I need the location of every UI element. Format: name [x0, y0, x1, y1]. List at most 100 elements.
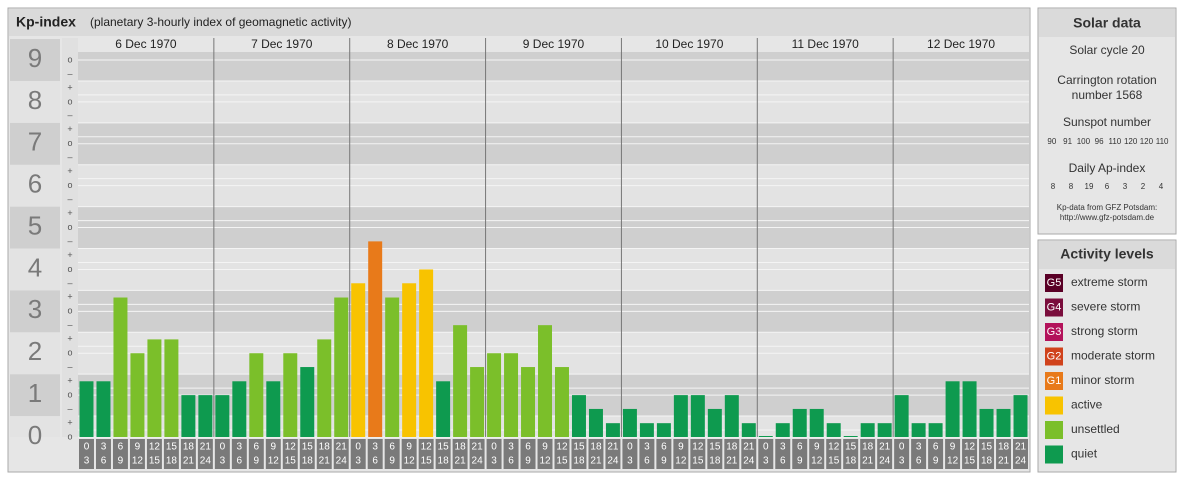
bar: [588, 408, 603, 437]
y-subtick-label: o: [67, 54, 72, 64]
hour-start: 3: [372, 442, 378, 453]
hour-start: 6: [797, 442, 803, 453]
bar: [555, 367, 569, 437]
hour-box: [214, 439, 230, 469]
sunspot-number: 91: [1063, 137, 1072, 146]
bar: [130, 353, 145, 437]
hour-box: [588, 439, 604, 469]
legend-swatch: [1045, 396, 1063, 415]
hour-start: 0: [627, 442, 633, 453]
y-subtick-label: +: [67, 166, 72, 176]
hour-start: 6: [254, 442, 260, 453]
legend-swatch: [1045, 421, 1063, 439]
bar: [487, 353, 502, 437]
hour-box: [401, 439, 417, 469]
hour-end: 12: [811, 456, 823, 467]
bar: [215, 395, 230, 437]
bar: [979, 408, 994, 437]
hour-start: 18: [862, 442, 874, 453]
hour-start: 3: [237, 442, 243, 453]
hour-start: 21: [743, 442, 755, 453]
hour-box: [129, 439, 145, 469]
hour-end: 15: [421, 456, 433, 467]
hour-end: 9: [797, 456, 803, 467]
bar: [792, 408, 807, 437]
hour-box: [673, 439, 689, 469]
y-subtick-label: o: [67, 96, 72, 106]
legend-label: strong storm: [1071, 324, 1138, 338]
hour-end: 3: [220, 456, 226, 467]
legend-title-bar: [1039, 241, 1175, 269]
hour-start: 15: [573, 442, 585, 453]
hour-box: [112, 439, 128, 469]
y-subtick-label: –: [67, 68, 72, 78]
hour-box: [962, 439, 978, 469]
y-subtick-label: +: [67, 376, 72, 386]
hour-start: 12: [828, 442, 840, 453]
hour-box: [605, 439, 621, 469]
hour-start: 12: [692, 442, 704, 453]
bar: [368, 241, 383, 437]
hour-box: [707, 439, 723, 469]
y-tick-label: 3: [28, 294, 42, 324]
hour-end: 12: [539, 456, 551, 467]
bar: [724, 395, 739, 437]
hour-end: 18: [981, 456, 993, 467]
hour-box: [690, 439, 706, 469]
sunspot-number: 90: [1047, 137, 1056, 146]
hour-end: 6: [916, 456, 922, 467]
bar: [470, 367, 485, 437]
band: [78, 416, 1029, 437]
hour-start: 3: [101, 442, 107, 453]
hour-start: 15: [438, 442, 450, 453]
y-subtick-label: +: [67, 334, 72, 344]
legend-swatch: [1045, 298, 1063, 317]
hour-box: [265, 439, 281, 469]
hour-start: 6: [525, 442, 531, 453]
hour-box: [741, 439, 757, 469]
band: [10, 248, 60, 291]
bar: [911, 423, 926, 437]
hour-start: 9: [678, 442, 684, 453]
bar: [605, 423, 620, 437]
hour-box: [622, 439, 638, 469]
legend-swatch: [1045, 323, 1063, 341]
y-subtick-label: +: [67, 124, 72, 134]
y-subtick-label: o: [67, 180, 72, 190]
source: http://www.gfz-potsdam.de: [1060, 213, 1155, 222]
hour-start: 0: [355, 442, 361, 453]
y-subtick-label: o: [67, 138, 72, 148]
bar: [79, 381, 94, 437]
hour-start: 9: [950, 442, 956, 453]
hour-start: 21: [607, 442, 619, 453]
y-subtick-label: +: [67, 208, 72, 218]
hour-end: 15: [964, 456, 976, 467]
solar-cycle: Solar cycle 20: [1069, 43, 1145, 57]
legend-label: extreme storm: [1071, 275, 1148, 289]
hour-start: 3: [508, 442, 514, 453]
hour-end: 21: [726, 456, 738, 467]
hour-box: [384, 439, 400, 469]
legend-code: G1: [1047, 375, 1062, 387]
hour-end: 12: [132, 456, 144, 467]
bar: [266, 381, 281, 437]
bar: [860, 423, 875, 437]
hour-box: [503, 439, 519, 469]
hour-end: 9: [254, 456, 260, 467]
hour-end: 12: [268, 456, 280, 467]
hour-end: 3: [899, 456, 905, 467]
band: [10, 332, 60, 375]
y-subtick-label: +: [67, 292, 72, 302]
hour-end: 24: [472, 456, 484, 467]
hour-box: [911, 439, 927, 469]
bar: [385, 297, 400, 437]
bar: [945, 381, 960, 437]
hour-end: 6: [508, 456, 514, 467]
sunspot-number: 120: [1140, 137, 1154, 146]
title-bar: [9, 9, 1029, 36]
hour-start: 15: [166, 442, 178, 453]
band: [10, 374, 60, 417]
bar: [402, 283, 417, 437]
band: [10, 164, 60, 207]
legend-label: unsettled: [1071, 422, 1120, 436]
